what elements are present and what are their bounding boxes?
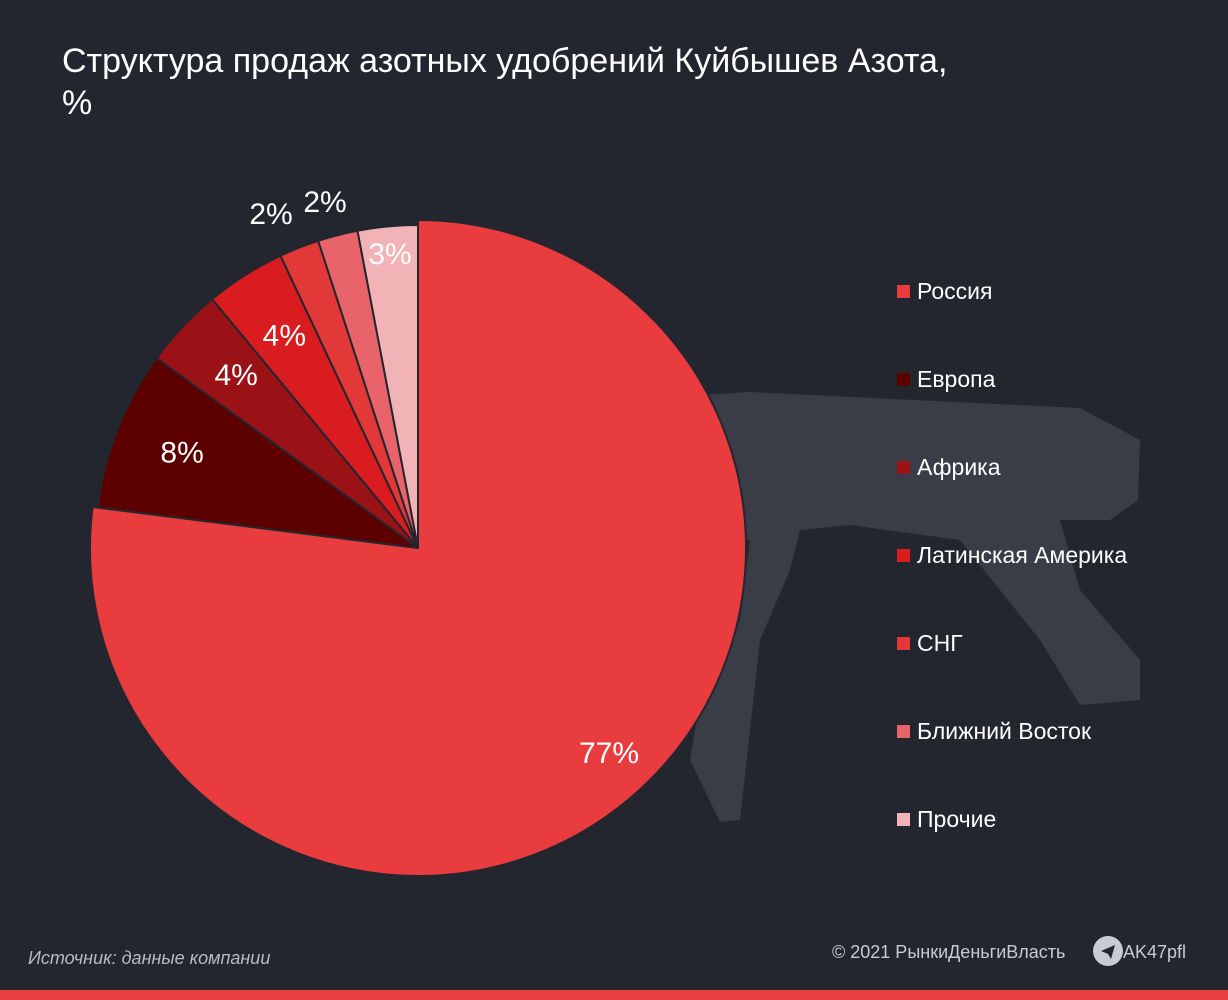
legend-label: Прочие xyxy=(917,806,997,832)
pie-value-label-7: 3% xyxy=(368,238,411,271)
legend-swatch xyxy=(897,461,910,474)
legend-label: СНГ xyxy=(917,630,963,656)
legend-swatch xyxy=(897,637,910,650)
legend-label: Ближний Восток xyxy=(917,718,1092,744)
legend-label: Европа xyxy=(917,366,996,392)
legend-swatch xyxy=(897,285,910,298)
channel-handle[interactable]: AK47pfl xyxy=(1123,942,1187,962)
legend-label: Латинская Америка xyxy=(917,542,1128,568)
legend-swatch xyxy=(897,373,910,386)
pie-value-label-4: 4% xyxy=(263,319,306,352)
pie-value-label-1: 77% xyxy=(579,737,639,770)
legend-label: Африка xyxy=(917,454,1001,480)
pie-value-label-6: 2% xyxy=(303,186,346,219)
copyright-text: © 2021 РынкиДеньгиВласть xyxy=(832,942,1066,962)
legend-label: Россия xyxy=(917,278,993,304)
chart-title: Структура продаж азотных удобрений Куйбы… xyxy=(62,42,948,122)
pie-value-labels: 77% 8% 4%4% 2% 2% 3% xyxy=(160,186,639,770)
pie-slice-7 xyxy=(356,223,419,549)
pie-slice-2 xyxy=(96,356,419,549)
bottom-accent-bar xyxy=(0,990,1228,1000)
telegram-icon[interactable] xyxy=(1093,936,1123,966)
source-note: Источник: данные компании xyxy=(28,948,271,968)
legend-swatch xyxy=(897,549,910,562)
pie-slices xyxy=(89,218,747,877)
legend-swatch xyxy=(897,813,910,826)
legend-swatch xyxy=(897,725,910,738)
pie-slice-1 xyxy=(89,218,747,877)
pie-value-label-2: 8% xyxy=(160,437,203,470)
pie-value-label-3: 4% xyxy=(215,359,258,392)
pie-value-label-5: 2% xyxy=(249,198,292,231)
